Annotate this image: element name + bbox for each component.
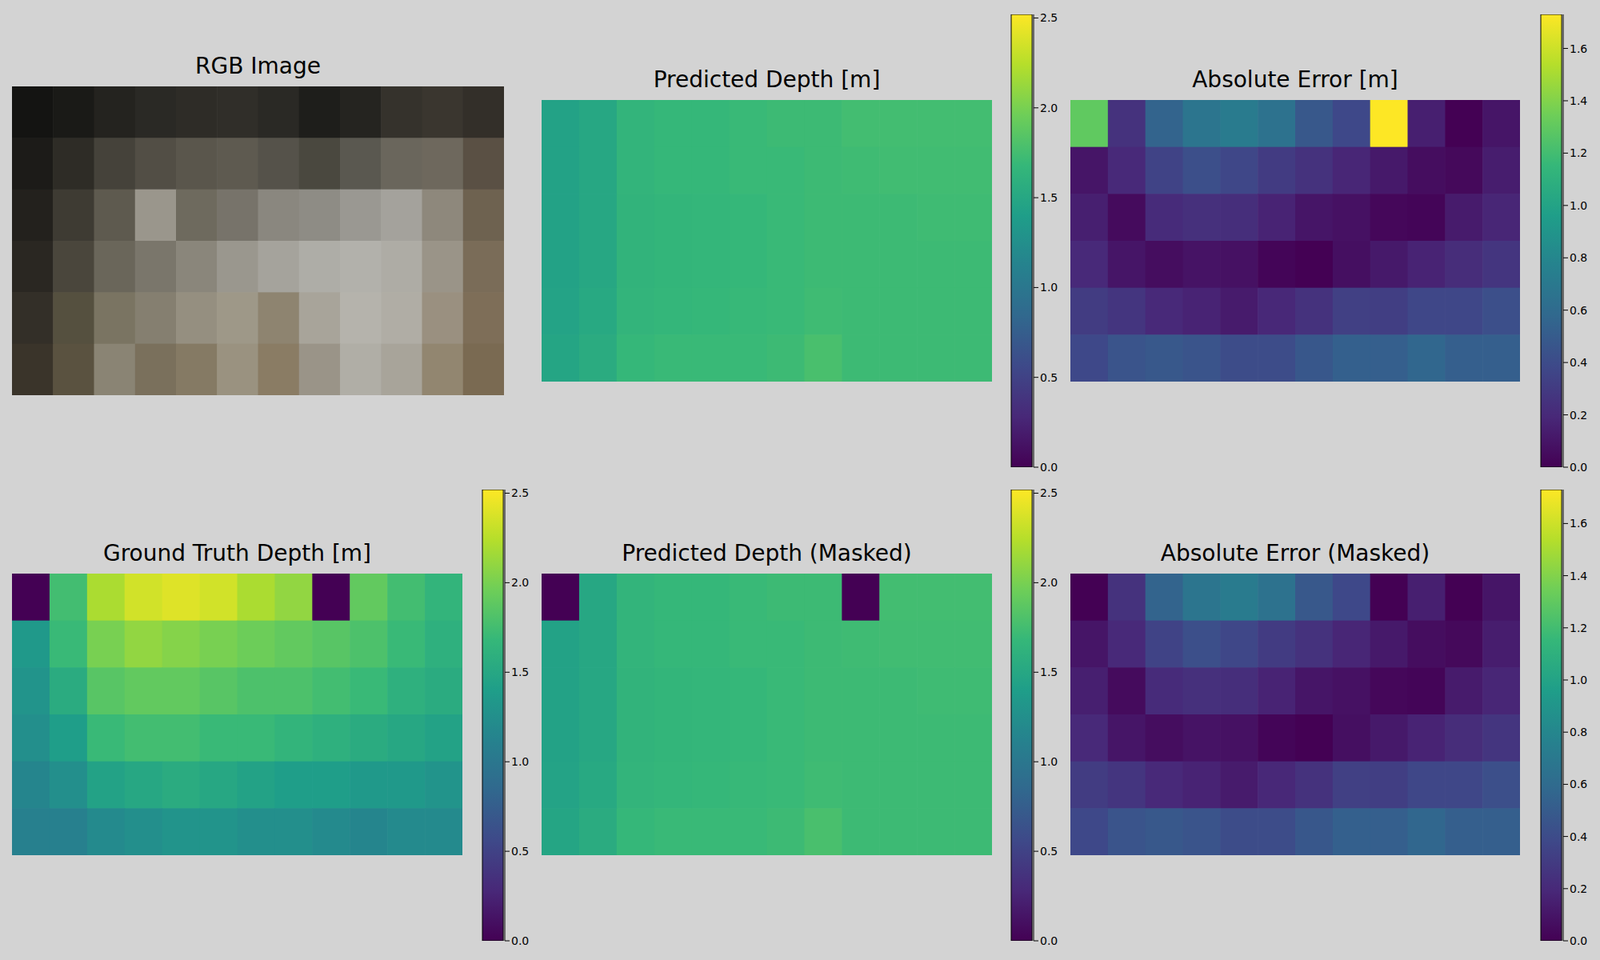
html-text:Absolute Error [m]: Absolute Error [m]	[1192, 66, 1399, 93]
svg-text:0.2: 0.2	[1569, 882, 1588, 896]
svg-text:0.0: 0.0	[511, 934, 529, 948]
svg-text:1.2: 1.2	[1569, 621, 1588, 635]
html-text:Ground Truth Depth [m]: Ground Truth Depth [m]	[103, 540, 372, 567]
svg-text:0.4: 0.4	[1569, 356, 1588, 369]
svg-text:1.0: 1.0	[1569, 199, 1588, 212]
svg-text:1.0: 1.0	[511, 755, 529, 768]
svg-text:0.2: 0.2	[1569, 408, 1588, 422]
svg-text:1.4: 1.4	[1569, 569, 1588, 583]
svg-text:0.8: 0.8	[1569, 251, 1588, 264]
svg-text:2.0: 2.0	[511, 576, 529, 589]
svg-text:1.5: 1.5	[511, 665, 529, 679]
svg-text:0.8: 0.8	[1569, 725, 1588, 739]
svg-text:2.5: 2.5	[1040, 11, 1058, 24]
svg-text:1.6: 1.6	[1569, 42, 1588, 56]
svg-text:2.0: 2.0	[1040, 101, 1058, 115]
svg-text:2.5: 2.5	[511, 486, 529, 500]
svg-text:1.2: 1.2	[1569, 146, 1588, 160]
html-text:Predicted Depth [m]: Predicted Depth [m]	[653, 66, 881, 93]
svg-text:1.5: 1.5	[1040, 665, 1058, 679]
svg-text:0.6: 0.6	[1569, 777, 1588, 791]
svg-text:2.5: 2.5	[1040, 486, 1058, 500]
svg-text:1.0: 1.0	[1040, 755, 1058, 768]
html-text:Predicted Depth (Masked): Predicted Depth (Masked)	[621, 540, 912, 567]
svg-text:1.0: 1.0	[1040, 280, 1058, 294]
svg-text:2.0: 2.0	[1040, 576, 1058, 589]
html-text:RGB Image: RGB Image	[195, 52, 321, 80]
svg-text:1.5: 1.5	[1040, 191, 1058, 204]
svg-text:0.0: 0.0	[1040, 934, 1058, 948]
svg-text:0.0: 0.0	[1569, 934, 1588, 948]
svg-text:1.4: 1.4	[1569, 94, 1588, 108]
svg-text:1.0: 1.0	[1569, 673, 1588, 687]
svg-text:0.5: 0.5	[511, 844, 529, 858]
svg-text:0.4: 0.4	[1569, 830, 1588, 844]
svg-text:0.0: 0.0	[1569, 460, 1588, 474]
html-text:Absolute Error (Masked): Absolute Error (Masked)	[1160, 540, 1430, 567]
svg-text:0.5: 0.5	[1040, 844, 1058, 858]
svg-text:0.0: 0.0	[1040, 460, 1058, 474]
svg-text:0.5: 0.5	[1040, 371, 1058, 384]
svg-text:1.6: 1.6	[1569, 516, 1588, 530]
svg-text:0.6: 0.6	[1569, 304, 1588, 317]
